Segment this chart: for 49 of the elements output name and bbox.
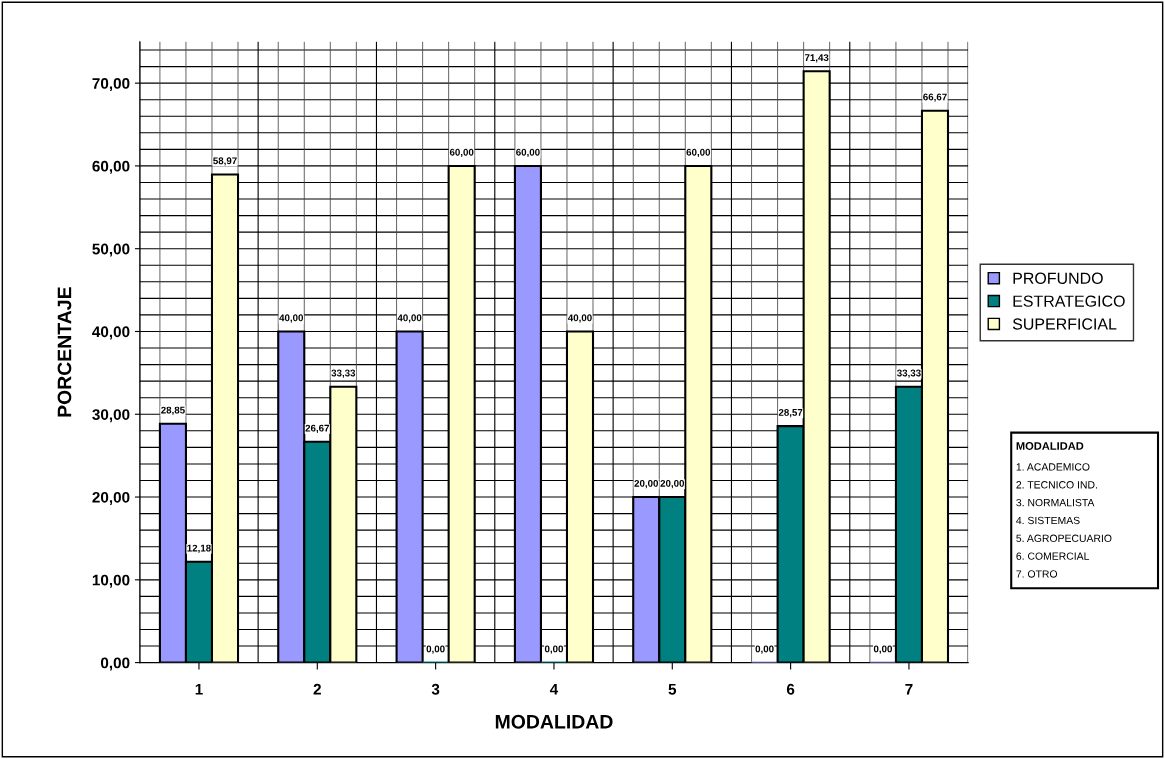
data-label: 26,67 — [305, 424, 330, 433]
data-label: 0,00 — [755, 645, 774, 654]
y-tick-label: 30,00 — [92, 409, 130, 423]
data-label: 12,18 — [187, 544, 211, 553]
text: MODALIDAD — [1016, 442, 1084, 450]
data-label: 0,00 — [873, 645, 892, 654]
y-tick-label: 20,00 — [92, 491, 130, 505]
x-tick-label: 6 — [786, 683, 795, 695]
data-label: 28,85 — [161, 406, 185, 415]
data-label: 58,97 — [213, 157, 237, 166]
y-tick-label: 40,00 — [92, 326, 130, 340]
data-label: 20,00 — [660, 479, 685, 489]
data-label: 20,00 — [634, 479, 659, 489]
y-tick-label: 60,00 — [92, 160, 130, 174]
text: 4. SISTEMAS — [1016, 516, 1080, 525]
text: 1. ACADEMICO — [1016, 463, 1090, 471]
y-tick-label: 50,00 — [92, 243, 130, 257]
data-label: 33,33 — [897, 369, 921, 378]
y-tick-label: 10,00 — [92, 574, 130, 588]
data-label: 71,43 — [804, 54, 829, 63]
x-tick-label: 4 — [549, 684, 559, 695]
x-tick-label: 3 — [431, 683, 440, 695]
legend-label: ESTRATEGICO — [1013, 295, 1125, 307]
legend-label: SUPERFICIAL — [1012, 318, 1117, 330]
data-label: 60,00 — [686, 148, 711, 158]
x-tick-label: 7 — [905, 684, 913, 695]
text: 2. TECNICO IND. — [1016, 481, 1097, 489]
y-tick-label: 70,00 — [92, 78, 130, 92]
x-tick-label: 5 — [668, 684, 677, 695]
data-label: 40,00 — [397, 314, 422, 323]
data-label: 0,00 — [426, 645, 445, 654]
data-label: 40,00 — [279, 314, 304, 323]
data-label: 28,57 — [778, 408, 803, 418]
data-label: 60,00 — [516, 148, 540, 158]
x-axis-title: MODALIDAD — [495, 714, 613, 729]
x-tick-label: 2 — [313, 683, 321, 695]
data-label: 60,00 — [449, 148, 474, 158]
text: 5. AGROPECUARIO — [1016, 534, 1112, 542]
text: 7. OTRO — [1016, 570, 1058, 578]
y-axis-title: PORCENTAJE — [57, 287, 72, 417]
data-label: 40,00 — [567, 314, 592, 323]
text: 3. NORMALISTA — [1016, 498, 1095, 507]
text: 6. COMERCIAL — [1016, 552, 1090, 560]
data-label: 66,67 — [923, 93, 947, 102]
data-label: 33,33 — [331, 369, 356, 378]
data-label: 0,00 — [544, 645, 564, 654]
legend-label: PROFUNDO — [1013, 272, 1103, 284]
y-tick-label: 0,00 — [100, 657, 130, 671]
x-tick-label: 1 — [195, 684, 203, 695]
